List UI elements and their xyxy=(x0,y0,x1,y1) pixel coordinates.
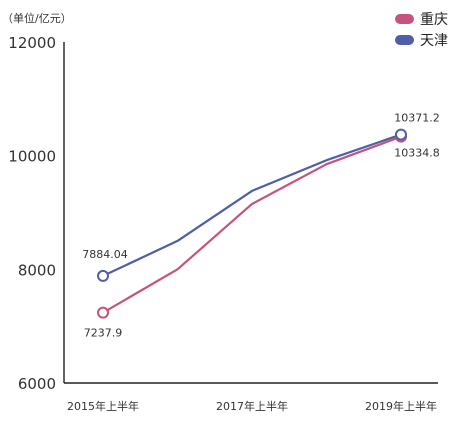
legend-swatch xyxy=(395,35,414,45)
y-tick-label: 8000 xyxy=(18,261,56,279)
data-label: 7237.9 xyxy=(84,327,123,340)
x-tick-label: 2019年上半年 xyxy=(365,399,437,413)
x-tick-label: 2017年上半年 xyxy=(216,399,288,413)
data-label: 10334.8 xyxy=(394,147,440,160)
y-tick-labels: 6000 8000 10000 12000 xyxy=(8,34,56,393)
y-tick-label: 12000 xyxy=(8,34,56,52)
data-label: 7884.04 xyxy=(82,248,128,261)
y-tick-label: 6000 xyxy=(18,375,56,393)
series-layer xyxy=(97,128,407,319)
series-point-marker xyxy=(395,128,407,141)
legend-swatch xyxy=(395,14,414,24)
data-label: 10371.2 xyxy=(394,112,440,125)
series-point-marker xyxy=(97,269,109,282)
legend-label: 天津 xyxy=(420,33,448,49)
y-tick-label: 10000 xyxy=(8,148,56,166)
legend-label: 重庆 xyxy=(420,12,448,28)
x-tick-label: 2015年上半年 xyxy=(67,399,139,413)
series-line-2 xyxy=(102,133,402,277)
x-tick-labels: 2015年上半年 2017年上半年 2019年上半年 xyxy=(67,399,437,413)
series-point-marker xyxy=(97,306,109,319)
data-labels: 7237.9 10334.8 7884.04 10371.2 xyxy=(82,112,440,340)
unit-label: （单位/亿元） xyxy=(2,11,72,25)
series-line-1 xyxy=(102,135,402,314)
